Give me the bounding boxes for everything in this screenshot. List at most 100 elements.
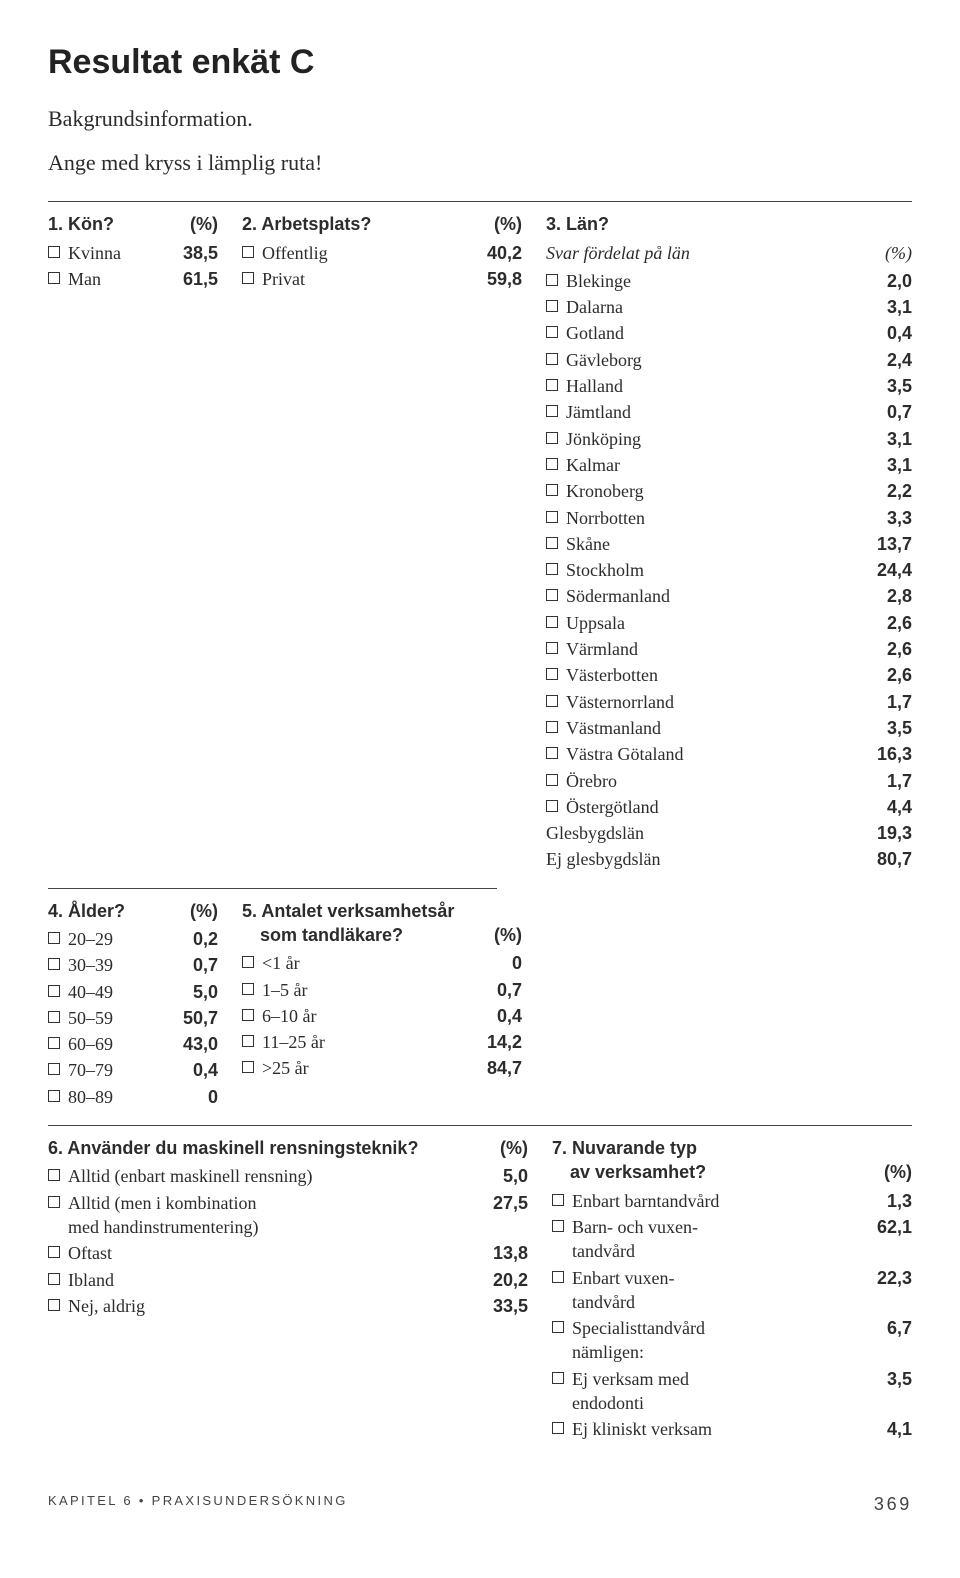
list-item: Ej glesbygdslän80,7 (546, 847, 912, 871)
checkbox-icon (546, 537, 558, 549)
item-value: 22,3 (870, 1266, 912, 1290)
q5-pct: (%) (494, 923, 522, 947)
separator (48, 201, 912, 202)
list-item: Gotland0,4 (546, 321, 912, 345)
item-label: Jönköping (566, 427, 862, 451)
checkbox-icon (546, 379, 558, 391)
checkbox-icon (546, 432, 558, 444)
q3-subhead: Svar fördelat på län (546, 241, 690, 265)
checkbox-icon (48, 1196, 60, 1208)
q5: 5. Antalet verksamhetsår som tandläkare?… (242, 899, 522, 1111)
item-value: 50,7 (176, 1006, 218, 1030)
item-label: Enbart vuxen- tandvård (572, 1266, 862, 1315)
checkbox-icon (546, 458, 558, 470)
list-item: 50–59 50,7 (48, 1006, 218, 1030)
item-label: 20–29 (68, 927, 168, 951)
list-item: Uppsala2,6 (546, 611, 912, 635)
checkbox-icon (48, 985, 60, 997)
list-item: Alltid (enbart maskinell rensning)5,0 (48, 1164, 528, 1188)
item-label: Skåne (566, 532, 862, 556)
item-label: Dalarna (566, 295, 862, 319)
q7-head-l1: 7. Nuvarande typ (552, 1136, 912, 1160)
checkbox-icon (48, 1037, 60, 1049)
item-value: 0 (176, 1085, 218, 1109)
checkbox-icon (552, 1194, 564, 1206)
checkbox-icon (48, 1090, 60, 1102)
checkbox-icon (546, 511, 558, 523)
item-label: Alltid (men i kombination med handinstru… (68, 1191, 478, 1240)
list-item: 80–89 0 (48, 1085, 218, 1109)
q5-head-l2: som tandläkare? (242, 923, 403, 947)
item-value: 0,4 (176, 1058, 218, 1082)
item-value: 3,5 (870, 716, 912, 740)
item-value: 13,8 (486, 1241, 528, 1265)
item-value: 40,2 (480, 241, 522, 265)
list-item: Örebro1,7 (546, 769, 912, 793)
checkbox-icon (546, 616, 558, 628)
item-label: 6–10 år (262, 1004, 472, 1028)
item-label: Västra Götaland (566, 742, 862, 766)
checkbox-icon (48, 1246, 60, 1258)
item-value: 0,2 (176, 927, 218, 951)
item-label: Värmland (566, 637, 862, 661)
checkbox-icon (242, 272, 254, 284)
checkbox-icon (552, 1422, 564, 1434)
list-item: Halland3,5 (546, 374, 912, 398)
item-label: Ibland (68, 1268, 478, 1292)
item-value: 0 (480, 951, 522, 975)
checkbox-icon (242, 246, 254, 258)
list-item: Kronoberg2,2 (546, 479, 912, 503)
checkbox-icon (546, 300, 558, 312)
item-label: Man (68, 267, 168, 291)
item-value: 80,7 (870, 847, 912, 871)
checkbox-icon (242, 1061, 254, 1073)
q1: 1. Kön? (%) Kvinna38,5Man61,5 (48, 212, 218, 873)
item-value: 20,2 (486, 1268, 528, 1292)
item-label: 80–89 (68, 1085, 168, 1109)
item-value: 2,2 (870, 479, 912, 503)
checkbox-icon (48, 1169, 60, 1181)
list-item: Ej verksam med endodonti3,5 (552, 1367, 912, 1416)
item-label: Ej verksam med endodonti (572, 1367, 862, 1416)
item-value: 62,1 (870, 1215, 912, 1239)
list-item: Glesbygdslän19,3 (546, 821, 912, 845)
checkbox-icon (546, 589, 558, 601)
item-value: 4,1 (870, 1417, 912, 1441)
list-item: 11–25 år14,2 (242, 1030, 522, 1054)
list-item: Barn- och vuxen- tandvård62,1 (552, 1215, 912, 1264)
q7-head-l2: av verksamhet? (552, 1160, 706, 1184)
list-item: Nej, aldrig33,5 (48, 1294, 528, 1318)
item-value: 3,5 (870, 374, 912, 398)
checkbox-icon (48, 1063, 60, 1075)
item-value: 59,8 (480, 267, 522, 291)
list-item: Kvinna 38,5 (48, 241, 218, 265)
checkbox-icon (48, 932, 60, 944)
item-label: Enbart barntandvård (572, 1189, 862, 1213)
q2: 2. Arbetsplats? (%) Offentlig40,2Privat5… (242, 212, 522, 873)
q1-head: 1. Kön? (48, 212, 114, 236)
list-item: Gävleborg2,4 (546, 348, 912, 372)
item-value: 16,3 (870, 742, 912, 766)
list-item: 1–5 år0,7 (242, 978, 522, 1002)
q4-head: 4. Ålder? (48, 899, 125, 923)
item-label: 40–49 (68, 980, 168, 1004)
checkbox-icon (546, 721, 558, 733)
item-value: 3,1 (870, 427, 912, 451)
separator (48, 1125, 912, 1126)
item-label: Privat (262, 267, 472, 291)
item-label: 50–59 (68, 1006, 168, 1030)
item-label: Stockholm (566, 558, 862, 582)
item-value: 38,5 (176, 241, 218, 265)
q6-pct: (%) (500, 1136, 528, 1160)
footer-page-number: 369 (874, 1492, 912, 1516)
item-label: Jämtland (566, 400, 862, 424)
list-item: Specialisttandvård nämligen:6,7 (552, 1316, 912, 1365)
item-label: >25 år (262, 1056, 472, 1080)
item-label: Kalmar (566, 453, 862, 477)
q4-pct: (%) (190, 899, 218, 923)
item-label: Kvinna (68, 241, 168, 265)
checkbox-icon (546, 800, 558, 812)
row-3: 6. Använder du maskinell rensningsteknik… (48, 1136, 912, 1444)
q4: 4. Ålder? (%) 20–290,230–390,740–495,050… (48, 899, 218, 1111)
q3-pct: (%) (885, 241, 912, 265)
